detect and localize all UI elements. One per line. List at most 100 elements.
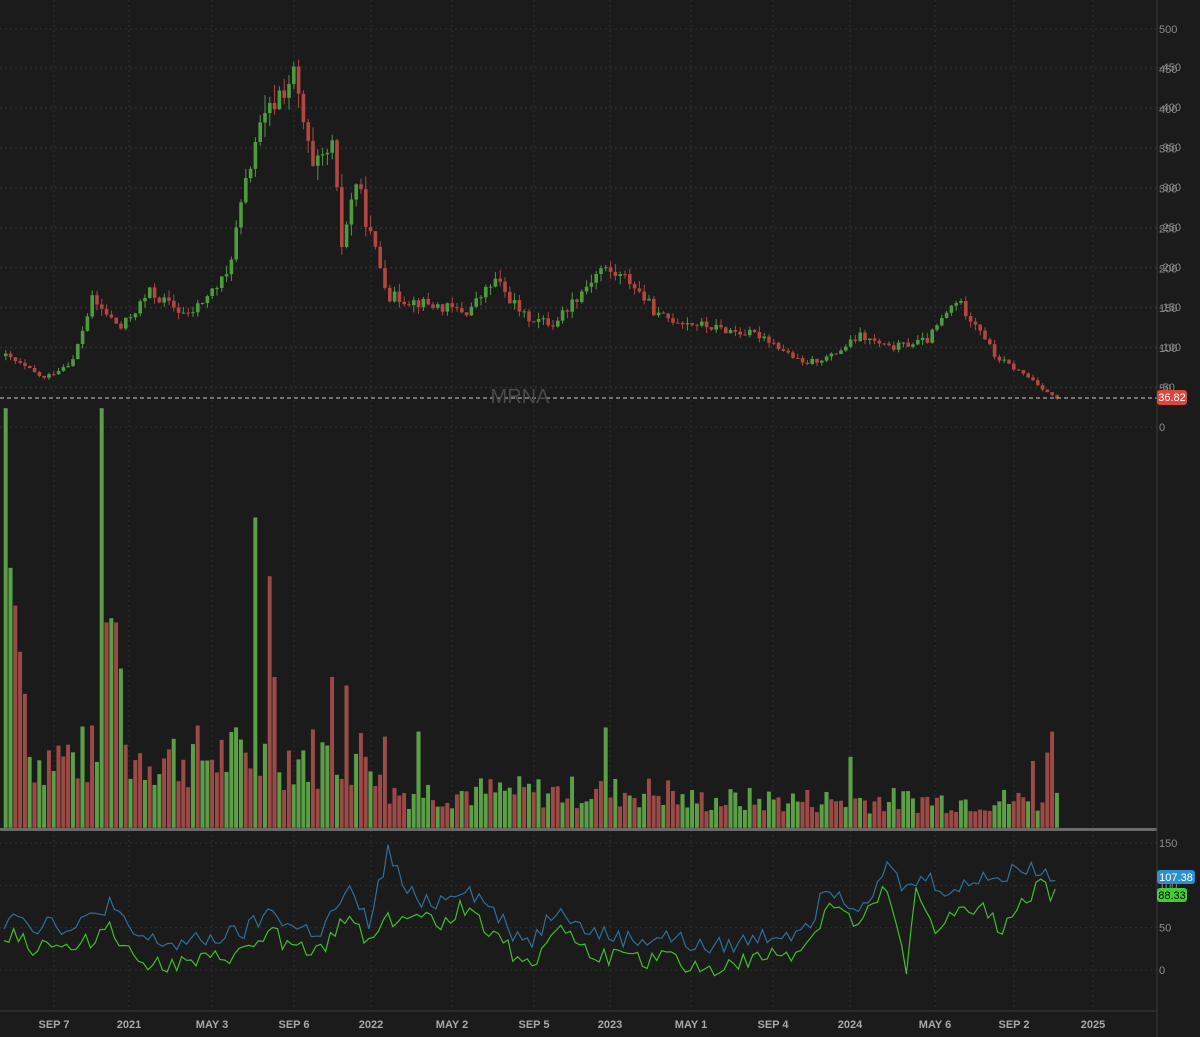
candle-body xyxy=(810,358,814,365)
volume-bar xyxy=(948,809,954,829)
volume-tick-label: -200 xyxy=(1159,262,1181,274)
candle-body xyxy=(608,267,613,272)
candle-body xyxy=(560,310,565,321)
volume-bar xyxy=(502,790,508,829)
candle-body xyxy=(138,301,142,314)
price-candles[interactable] xyxy=(4,59,1059,400)
volume-bar xyxy=(89,724,95,829)
volume-bar xyxy=(656,795,661,829)
volume-bar xyxy=(180,759,186,829)
volume-bar xyxy=(588,798,594,829)
candle-body xyxy=(258,122,262,143)
volume-bar xyxy=(358,732,364,829)
candle-body xyxy=(282,90,286,98)
volume-bar xyxy=(363,756,369,829)
volume-bar xyxy=(910,798,916,829)
candle-body xyxy=(383,268,387,288)
candle-body xyxy=(61,367,66,371)
last-price-label: 36.82 xyxy=(1158,392,1186,404)
indicator-line1-badge xyxy=(1157,870,1195,884)
candle-body xyxy=(959,300,963,303)
volume-bar xyxy=(972,810,978,829)
date-tick-label: 2021 xyxy=(117,1019,141,1031)
candle-body xyxy=(479,297,483,299)
volume-bar xyxy=(41,784,47,829)
volume-bar xyxy=(1040,802,1045,829)
candle-body xyxy=(781,349,786,351)
volume-bar xyxy=(833,800,839,829)
volume-bar xyxy=(113,622,119,829)
candle-body xyxy=(570,299,574,312)
candle-body xyxy=(949,305,954,313)
candle-body xyxy=(388,287,392,302)
volume-bar xyxy=(574,807,580,829)
volume-bar xyxy=(800,801,805,829)
volume-bar xyxy=(36,759,42,829)
candle-body xyxy=(176,307,181,313)
volume-bar xyxy=(267,575,273,829)
volume-bar xyxy=(598,780,604,829)
candle-body xyxy=(1002,359,1006,361)
candle-body xyxy=(642,291,646,301)
volume-bar xyxy=(60,756,66,829)
candle-body xyxy=(1007,359,1011,364)
candle-body xyxy=(52,374,56,376)
candle-body xyxy=(805,362,810,365)
volume-bar xyxy=(819,803,825,829)
volume-bar xyxy=(694,802,700,829)
candle-body xyxy=(752,329,757,333)
volume-bar xyxy=(224,771,229,829)
volume-bar xyxy=(142,779,148,829)
candle-body xyxy=(455,307,459,309)
candle-body xyxy=(589,282,594,287)
candle-body xyxy=(661,312,666,314)
candle-body xyxy=(584,286,589,292)
volume-bar xyxy=(785,803,791,829)
candle-body xyxy=(114,317,118,324)
volume-bar xyxy=(483,793,489,829)
candle-body xyxy=(796,357,800,359)
candle-body xyxy=(133,313,138,318)
indicator-line2-value: 88.33 xyxy=(1158,890,1186,902)
candle-body xyxy=(13,357,18,362)
price-tick-label: 150 xyxy=(1159,303,1177,315)
volume-bar xyxy=(171,738,177,829)
date-tick-label: SEP 7 xyxy=(39,1019,70,1031)
date-tick-label: MAY 3 xyxy=(196,1019,228,1031)
volume-bar xyxy=(324,745,330,829)
volume-bar xyxy=(876,796,882,829)
candle-body xyxy=(306,122,310,142)
indicator-lines[interactable] xyxy=(3,844,1056,977)
candle-body xyxy=(680,322,685,325)
candle-body xyxy=(498,278,502,282)
volume-bar xyxy=(128,778,133,829)
candle-body xyxy=(47,374,51,378)
candle-body xyxy=(229,259,234,275)
date-tick-label: 2022 xyxy=(359,1019,383,1031)
indicator-tick-label: 0 xyxy=(1159,965,1165,977)
volume-bar xyxy=(838,800,844,829)
candle-body xyxy=(1036,380,1040,386)
candle-body xyxy=(253,142,258,169)
volume-bar xyxy=(190,743,196,829)
volume-bar xyxy=(46,749,52,829)
volume-bar xyxy=(291,783,297,829)
panel-separator[interactable] xyxy=(0,828,1157,831)
candle-body xyxy=(983,330,987,340)
candle-body xyxy=(436,304,440,308)
volume-bar xyxy=(992,804,997,829)
volume-bar xyxy=(718,805,724,829)
candle-body xyxy=(196,303,200,313)
candle-body xyxy=(364,189,368,228)
volume-bar xyxy=(425,784,431,829)
volume-bar xyxy=(430,799,436,829)
volume-bar xyxy=(867,813,873,829)
candle-body xyxy=(868,338,872,341)
price-tick-label: 100 xyxy=(1159,343,1177,355)
candle-body xyxy=(546,318,550,326)
candle-body xyxy=(340,187,344,248)
date-tick-label: SEP 6 xyxy=(279,1019,310,1031)
candle-body xyxy=(724,327,728,334)
volume-bar xyxy=(94,761,100,829)
